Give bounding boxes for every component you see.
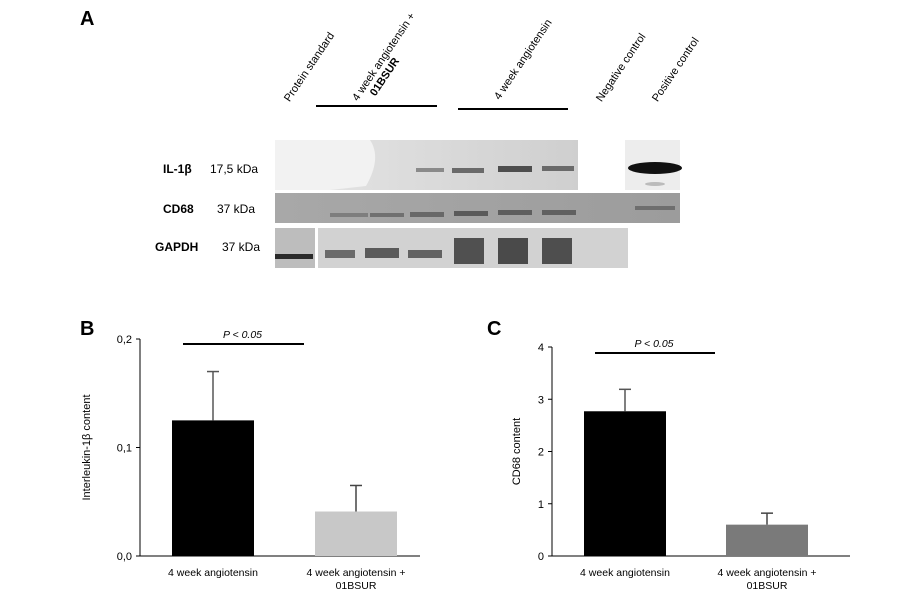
band-gapdh-marker	[275, 254, 313, 259]
significance-label: P < 0.05	[223, 329, 262, 341]
panel-c-letter: C	[487, 318, 502, 340]
row-name-il1b: IL-1β	[163, 162, 192, 176]
row-kda-cd68: 37 kDa	[217, 202, 256, 216]
band-il1b-lane	[542, 166, 574, 171]
band-cd68-lane	[498, 210, 532, 215]
bar	[726, 524, 808, 556]
y-tick-label: 0,2	[117, 334, 132, 346]
y-tick-label: 3	[538, 394, 544, 406]
band-il1b-positive-faint	[645, 182, 665, 186]
significance-label: P < 0.05	[634, 338, 673, 350]
western-blot-image	[275, 140, 682, 268]
band-gapdh-lane	[454, 238, 484, 264]
x-tick-label: 01BSUR	[747, 580, 788, 592]
y-tick-label: 1	[538, 499, 544, 511]
x-tick-label: 01BSUR	[336, 580, 377, 592]
blot-strip-gapdh	[275, 228, 315, 268]
row-kda-il1b: 17,5 kDa	[210, 162, 259, 176]
band-cd68-lane	[330, 213, 368, 217]
y-tick-label: 0	[538, 551, 544, 563]
band-gapdh-lane	[365, 248, 399, 258]
lane-label-line1: 4 week angiotensin +	[350, 10, 419, 104]
band-il1b-lane	[498, 166, 532, 172]
band-il1b-positive	[628, 162, 682, 174]
lane-label-negative-control: Negative control	[594, 31, 649, 105]
lane-label-protein-standard: Protein standard	[282, 30, 338, 105]
band-cd68-lane	[454, 211, 488, 216]
y-tick-label: 0,1	[117, 443, 132, 455]
row-name-cd68: CD68	[163, 202, 194, 216]
band-gapdh-lane	[498, 238, 528, 264]
row-kda-gapdh: 37 kDa	[222, 240, 261, 254]
panel-b-letter: B	[80, 318, 95, 340]
band-cd68-positive	[635, 206, 675, 210]
group-line-angiotensin	[458, 108, 568, 110]
lane-label-positive-control: Positive control	[650, 35, 702, 104]
band-gapdh-lane	[542, 238, 572, 264]
band-il1b-lane	[416, 168, 444, 172]
x-tick-label: 4 week angiotensin	[168, 567, 258, 579]
band-gapdh-lane	[408, 250, 442, 258]
x-tick-label: 4 week angiotensin	[580, 567, 670, 579]
band-cd68-lane	[370, 213, 404, 217]
band-cd68-lane	[410, 212, 444, 217]
band-gapdh-lane	[325, 250, 355, 258]
bar	[172, 420, 254, 556]
blot-strip-cd68	[275, 193, 680, 223]
bar	[584, 411, 666, 556]
group-line-angiotensin-01bsur	[316, 105, 437, 107]
lane-label-angiotensin: 4 week angiotensin	[492, 17, 555, 102]
row-name-gapdh: GAPDH	[155, 240, 199, 254]
y-axis-label: CD68 content	[511, 418, 523, 485]
bar	[315, 511, 397, 556]
y-tick-label: 4	[538, 342, 544, 354]
blot-artifact	[275, 140, 376, 190]
chart-c: 0 1 2 3 4 CD68 content 4 week angiotensin 4 wee…	[511, 338, 850, 592]
y-tick-label: 2	[538, 447, 544, 459]
y-axis-label: Interleukin-1β content	[81, 395, 93, 501]
band-cd68-lane	[542, 210, 576, 215]
panel-a-letter: A	[80, 8, 95, 30]
band-il1b-lane	[452, 168, 484, 173]
y-tick-label: 0,0	[117, 551, 132, 563]
lane-label-angiotensin-01bsur: 4 week angiotensin + 01BSUR	[350, 11, 428, 110]
x-tick-label: 4 week angiotensin +	[307, 567, 406, 579]
chart-b: 0,0 0,1 0,2 Interleukin-1β content 4 week an…	[81, 329, 420, 592]
x-tick-label: 4 week angiotensin +	[718, 567, 817, 579]
